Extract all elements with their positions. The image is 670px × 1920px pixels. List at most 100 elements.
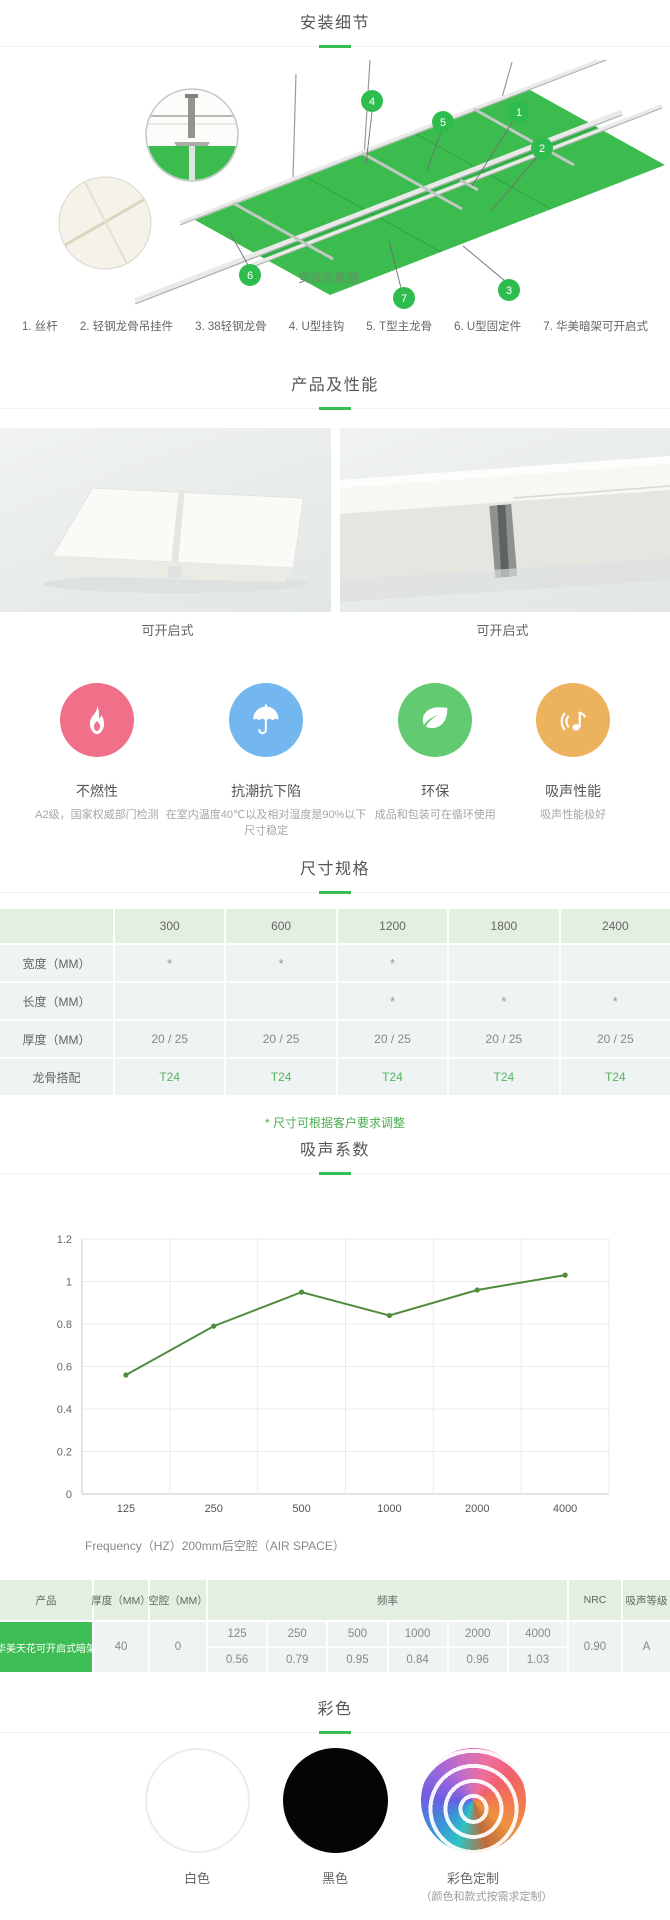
color-option-rainbow: 彩色定制 （颜色和款式按需求定制） (420, 1748, 553, 1905)
chart-data-point (298, 1289, 305, 1295)
absorption-grade-value: A (623, 1622, 670, 1672)
color-sublabel: （颜色和款式按需求定制） (420, 1891, 553, 1903)
absorption-frequency-label: 250 (268, 1622, 327, 1646)
color-swatch-white (144, 1748, 250, 1853)
features-row: 不燃性 A2级，国家权威部门检测 抗潮抗下陷 在室内温度40℃以及相对湿度是90%以下… (0, 683, 670, 839)
spec-value-cell: * (226, 945, 336, 981)
diagram-badge-2: 2 (531, 137, 553, 159)
absorption-header-thickness: 厚度（MM） (91, 1580, 151, 1620)
spec-value-cell: T24 (337, 1059, 448, 1095)
spec-value-cell: T24 (226, 1059, 336, 1095)
feature-description: A2级，国家权威部门检测 (35, 809, 159, 821)
flame-icon (59, 683, 134, 757)
spec-column-header: 2400 (560, 909, 670, 943)
chart-y-tick-label: 0.8 (57, 1319, 72, 1331)
green-underline (319, 891, 351, 894)
product-photo-edge-closeup (339, 428, 670, 612)
section-divider (0, 1172, 670, 1175)
svg-text:7: 7 (401, 293, 407, 305)
product-section-title: 产品及性能 (291, 377, 379, 394)
section-install-header: 安装细节 (0, 0, 670, 48)
color-option-white: 白色 (144, 1748, 250, 1905)
leaf-icon (398, 683, 473, 757)
chart-data-point (211, 1323, 217, 1329)
spec-value-cell (226, 983, 336, 1019)
leader-lines (228, 111, 538, 289)
absorption-section-title: 吸声系数 (299, 1142, 370, 1159)
photo-caption-left: 可开启式 (141, 623, 194, 638)
chart-y-tick-label: 0.4 (57, 1404, 72, 1416)
absorption-coefficient-value: 0.96 (448, 1648, 507, 1672)
absorption-thickness-value: 40 (94, 1622, 148, 1672)
product-photo-openable-tiles (0, 428, 331, 612)
cross-tee-icon (232, 107, 575, 261)
section-colors-header: 彩色 (0, 1700, 670, 1734)
section-divider (0, 45, 670, 48)
specs-section-title: 尺寸规格 (299, 861, 370, 878)
installation-diagram: 1 2 3 4 5 6 7 安装示意图 (58, 60, 665, 309)
svg-text:4: 4 (369, 96, 375, 108)
spec-column-header (0, 909, 113, 943)
legend-item: 3. 38轻钢龙骨 (195, 321, 267, 333)
diagram-badge-4: 4 (361, 90, 383, 112)
spec-column-header: 1800 (449, 909, 559, 943)
legend-item: 5. T型主龙骨 (366, 321, 433, 333)
absorption-frequency-label: 500 (328, 1622, 387, 1646)
feature-description: 成品和包装可在循环使用 (374, 809, 496, 821)
chart-x-tick-label: 2000 (465, 1503, 489, 1515)
color-options: 白色 黑色 彩色定制 （颜色和款式按需求定制） (0, 1748, 670, 1905)
color-option-black: 黑色 (282, 1748, 388, 1905)
spec-value-cell: 20 / 25 (226, 1021, 336, 1057)
svg-text:1: 1 (516, 107, 522, 119)
spec-value-cell: T24 (449, 1059, 559, 1095)
chart-y-tick-label: 1 (66, 1277, 72, 1289)
diagram-legend: 1. 丝杆 2. 轻钢龙骨吊挂件 3. 38轻钢龙骨 4. U型挂钩 5. T型主龙骨 6… (0, 318, 670, 334)
spec-value-cell (560, 945, 670, 981)
chart-x-tick-label: 250 (205, 1503, 223, 1515)
spec-value-cell: 20 / 25 (560, 1021, 670, 1057)
chart-y-tick-label: 0 (66, 1489, 72, 1501)
absorption-frequency-label: 1000 (388, 1622, 447, 1646)
absorption-frequency-label: 125 (208, 1622, 267, 1646)
absorption-coefficient-value: 0.95 (328, 1648, 387, 1672)
green-underline (319, 1172, 351, 1175)
absorption-coefficient-value: 1.03 (508, 1648, 567, 1672)
absorption-header-grade: 吸声等级 (623, 1580, 670, 1620)
absorption-coefficient-value: 0.84 (388, 1648, 447, 1672)
spec-value-cell: * (337, 945, 448, 981)
chart-data-point (386, 1312, 393, 1319)
spec-note: * 尺寸可根据客户要求调整 (264, 1116, 405, 1130)
chart-x-axis-caption: Frequency（HZ）200mm后空腔（AIR SPACE） (85, 1538, 345, 1553)
detail-hanger-callout (145, 88, 239, 182)
color-swatch-rainbow (420, 1748, 526, 1853)
umbrella-icon (229, 683, 304, 757)
green-underline (319, 45, 351, 48)
legend-item: 4. U型挂钩 (288, 321, 345, 333)
absorption-cavity-value: 0 (150, 1622, 206, 1672)
svg-text:6: 6 (247, 270, 253, 282)
feature-title: 吸声性能 (545, 783, 602, 799)
spec-value-cell: 20 / 25 (449, 1021, 559, 1057)
absorption-product-name: 华美天花可开启式暗架 (0, 1622, 96, 1672)
detail-tile-callout (58, 176, 152, 270)
feature-card: 环保 成品和包装可在循环使用 (366, 683, 504, 839)
svg-text:5: 5 (440, 117, 446, 129)
spec-value-cell (449, 945, 559, 981)
green-underline (319, 407, 351, 410)
absorption-header-product: 产品 (0, 1580, 92, 1620)
spec-table: 300 600 1200 1800 2400 宽度（MM） * * * 长度（MM） * * * 厚度（M… (0, 909, 670, 1095)
chart-data-point (474, 1287, 480, 1293)
absorption-coefficient-value: 0.79 (268, 1648, 327, 1672)
feature-card: 不燃性 A2级，国家权威部门检测 (28, 683, 166, 839)
spec-value-cell (115, 983, 225, 1019)
spec-column-header: 1200 (337, 909, 448, 943)
absorption-header-frequency: 频率 (208, 1580, 567, 1620)
legend-item: 1. 丝杆 (22, 321, 58, 333)
svg-text:3: 3 (506, 285, 512, 297)
section-divider (0, 891, 670, 894)
spec-row-label: 长度（MM） (0, 983, 113, 1019)
feature-card: 吸声性能 吸声性能极好 (504, 683, 642, 839)
feature-title: 不燃性 (75, 783, 118, 799)
spec-value-cell: * (449, 983, 559, 1019)
legend-item: 2. 轻钢龙骨吊挂件 (79, 321, 174, 333)
